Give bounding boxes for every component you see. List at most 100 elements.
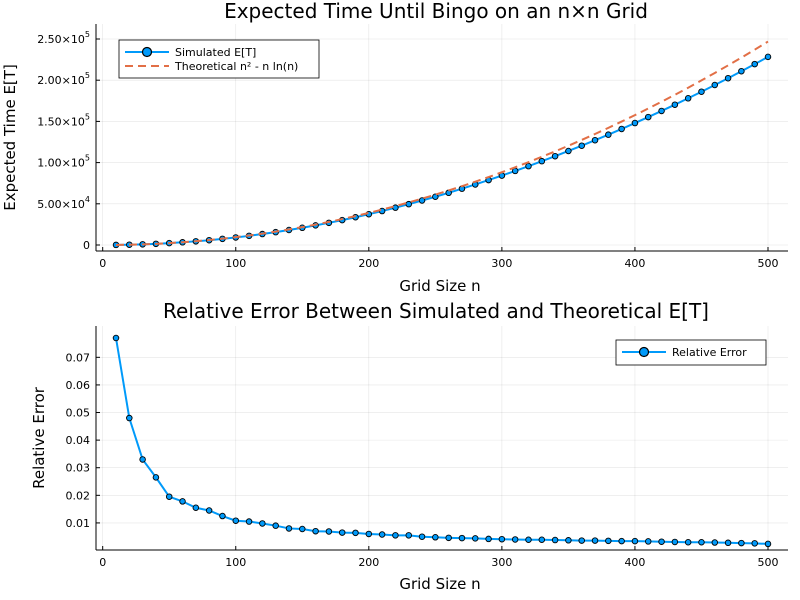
series-line: [115, 40, 769, 246]
legend-marker: [141, 46, 153, 58]
data-point: [565, 147, 572, 155]
x-axis-label: Grid Size n: [399, 575, 480, 593]
data-point: [192, 504, 200, 511]
data-point: [392, 204, 399, 211]
data-point: [312, 527, 319, 535]
data-point: [219, 512, 226, 520]
series-1: [112, 334, 772, 548]
data-point: [259, 520, 266, 527]
data-point: [724, 539, 732, 547]
y-tick-label: 0.01: [66, 517, 91, 530]
chart-title: Relative Error Between Simulated and The…: [163, 299, 709, 323]
y-tick-label: 0.03: [66, 462, 91, 475]
data-point: [698, 88, 705, 95]
data-point: [365, 530, 373, 538]
y-tick-label: 2.50×105: [37, 30, 90, 46]
data-point: [671, 101, 679, 108]
x-tick-label: 400: [624, 556, 645, 569]
x-tick-label: 500: [758, 556, 779, 569]
data-point: [498, 535, 506, 543]
y-tick-label: 0.07: [66, 351, 91, 364]
data-point: [671, 538, 679, 546]
data-point: [551, 152, 559, 160]
data-point: [299, 525, 306, 533]
data-point: [551, 536, 559, 544]
data-point: [285, 525, 293, 532]
legend-entry: Relative Error: [622, 346, 747, 359]
y-axis-label: Relative Error: [30, 386, 48, 489]
data-point: [738, 67, 745, 75]
data-point: [338, 529, 346, 536]
data-point: [631, 537, 639, 545]
series-line: [115, 337, 769, 545]
data-point: [418, 533, 426, 540]
y-tick-label: 0.04: [66, 434, 91, 447]
data-point: [352, 529, 359, 537]
legend-label: Simulated E[T]: [175, 46, 256, 59]
legend: Relative Error: [615, 339, 767, 366]
data-point: [472, 535, 479, 542]
data-point: [232, 517, 240, 524]
data-point: [605, 537, 612, 545]
data-point: [245, 518, 253, 525]
data-point: [751, 540, 758, 547]
series-2: [115, 40, 769, 246]
data-point: [711, 81, 719, 89]
data-point: [578, 537, 585, 544]
x-tick-label: 0: [99, 556, 106, 569]
y-tick-label: 1.00×105: [37, 154, 90, 170]
chart-2: 0 100 200 300 400 500 0.01 0.02 0.03 0.04 0.05 0.06…: [30, 299, 788, 593]
data-point: [724, 74, 732, 82]
y-tick-label: 0: [83, 239, 90, 252]
y-tick-label: 2.00×105: [37, 71, 90, 87]
y-tick-label: 0.02: [66, 489, 91, 502]
x-tick-label: 200: [358, 556, 379, 569]
data-point: [205, 507, 213, 514]
x-tick-label: 300: [491, 556, 512, 569]
x-tick-label: 0: [99, 257, 106, 270]
data-point: [658, 538, 665, 545]
data-point: [511, 536, 519, 543]
legend-marker: [638, 346, 650, 358]
data-point: [644, 538, 652, 545]
data-point: [565, 537, 572, 544]
data-point: [152, 474, 160, 481]
legend: Simulated E[T]Theoretical n² - n ln(n): [118, 39, 320, 79]
data-point: [378, 531, 386, 538]
y-tick-label: 0.06: [66, 379, 91, 392]
series-line: [115, 55, 769, 246]
data-point: [605, 131, 612, 138]
data-point: [538, 157, 546, 165]
data-point: [751, 60, 758, 68]
legend-entry: Simulated E[T]: [125, 46, 256, 59]
data-point: [698, 538, 705, 546]
legend-entry: Theoretical n² - n ln(n): [125, 60, 298, 73]
data-point: [684, 538, 692, 546]
data-point: [432, 193, 439, 201]
data-point: [631, 119, 639, 127]
x-axis-label: Grid Size n: [399, 277, 480, 295]
legend-label: Relative Error: [672, 346, 747, 359]
x-tick-label: 500: [758, 257, 779, 270]
data-point: [711, 539, 719, 546]
x-tick-label: 300: [491, 257, 512, 270]
data-point: [764, 540, 772, 548]
data-point: [618, 537, 625, 545]
y-tick-label: 5.00×104: [37, 195, 90, 211]
data-point: [139, 456, 146, 463]
data-point: [764, 53, 772, 61]
y-axis-label: Expected Time E[T]: [1, 64, 19, 211]
x-tick-label: 400: [624, 257, 645, 270]
y-tick-label: 0.05: [66, 407, 91, 420]
data-point: [591, 136, 599, 144]
chart-1: 0 100 200 300 400 500 0 5.00×104 1.00×105 1.50×10…: [1, 0, 788, 295]
legend-box: [118, 39, 320, 79]
data-point: [684, 95, 692, 102]
y-tick-label: 1.50×105: [37, 112, 90, 128]
data-point: [112, 334, 120, 342]
legend-label: Theoretical n² - n ln(n): [174, 60, 298, 73]
data-point: [485, 535, 492, 543]
data-point: [165, 493, 173, 500]
data-point: [179, 498, 186, 505]
